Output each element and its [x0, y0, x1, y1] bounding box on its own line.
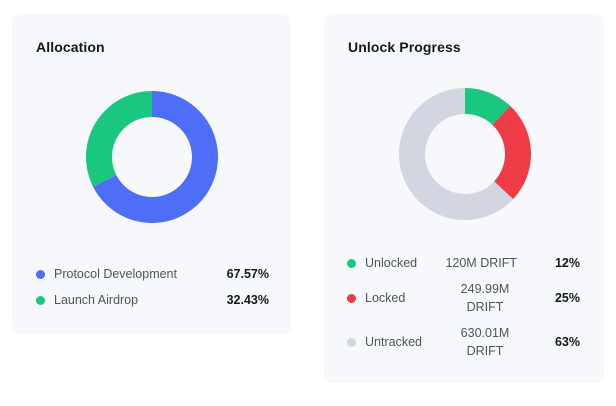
legend-percent: 32.43%: [226, 293, 269, 307]
legend-dot: [347, 258, 356, 268]
allocation-title: Allocation: [36, 39, 105, 55]
allocation-legend-item: Launch Airdrop 32.43%: [36, 291, 269, 309]
donut-slice-protocol-development: [93, 91, 218, 223]
donut-slice-untracked: [399, 88, 514, 220]
legend-label: Locked: [365, 291, 406, 305]
legend-percent: 25%: [554, 291, 580, 305]
unlock-progress-donut-chart: [399, 88, 531, 220]
unlock-progress-card: Unlock Progress Unlocked 120M DRIFT 12% …: [324, 14, 604, 383]
legend-amount: 630.01M DRIFT: [460, 326, 510, 358]
legend-label: Untracked: [365, 335, 422, 349]
allocation-donut-chart: [85, 91, 218, 223]
legend-dot: [347, 293, 356, 303]
legend-amount: 249.99M DRIFT: [460, 282, 510, 314]
donut-slice-unlocked: [465, 88, 511, 125]
legend-percent: 67.57%: [226, 267, 269, 281]
legend-dot: [347, 337, 356, 347]
legend-label: Protocol Development: [54, 267, 177, 281]
legend-dot: [36, 269, 45, 279]
legend-percent: 63%: [554, 335, 580, 349]
donut-slice-launch-airdrop: [85, 91, 152, 187]
legend-label: Launch Airdrop: [54, 293, 139, 307]
unlock-progress-title: Unlock Progress: [348, 39, 461, 55]
unlock-legend-item: Locked 249.99M DRIFT 25%: [347, 280, 580, 316]
unlock-legend-item: Unlocked 120M DRIFT 12%: [347, 254, 580, 272]
legend-amount: 120M DRIFT: [445, 256, 517, 270]
legend-percent: 12%: [554, 256, 580, 270]
legend-dot: [36, 295, 45, 305]
legend-label: Unlocked: [365, 256, 418, 270]
donut-slice-locked: [492, 105, 531, 200]
unlock-legend-item: Untracked 630.01M DRIFT 63%: [347, 324, 580, 360]
allocation-card: Allocation Protocol Development 67.57% L…: [12, 14, 291, 334]
allocation-legend-item: Protocol Development 67.57%: [36, 265, 269, 283]
